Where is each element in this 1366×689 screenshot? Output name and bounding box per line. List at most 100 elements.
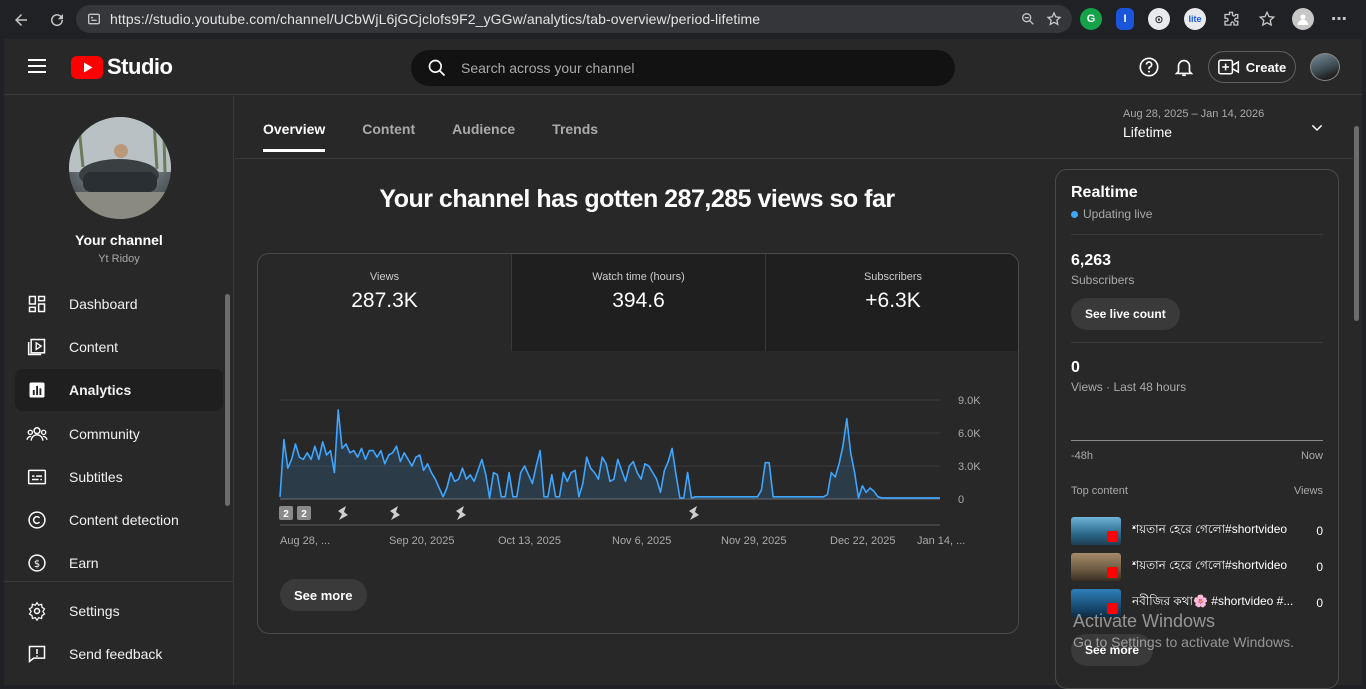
video-thumbnail — [1071, 517, 1121, 545]
metric-watch-time[interactable]: Watch time (hours) 394.6 — [512, 254, 766, 351]
date-range-selector[interactable]: Aug 28, 2025 – Jan 14, 2026 Lifetime — [1123, 108, 1264, 140]
analytics-tabs: Overview Content Audience Trends — [263, 121, 598, 152]
reload-icon[interactable] — [46, 9, 68, 31]
site-info-icon[interactable] — [86, 11, 102, 27]
shorts-marker-icon — [456, 506, 466, 520]
watermark-line2: Go to Settings to activate Windows. — [1073, 634, 1294, 650]
sidebar-item-label: Settings — [69, 603, 120, 619]
profile-icon[interactable] — [1292, 8, 1314, 30]
grammarly-extension-icon[interactable]: G — [1080, 8, 1102, 30]
shorts-marker-icon — [390, 506, 400, 520]
x-tick-label: Nov 29, 2025 — [721, 535, 786, 547]
sidebar-item-settings[interactable]: Settings — [15, 590, 223, 632]
menu-icon[interactable] — [28, 57, 48, 75]
sidebar-item-earn[interactable]: $ Earn — [15, 542, 223, 584]
help-icon[interactable] — [1137, 55, 1161, 79]
more-menu-icon[interactable]: ⋯ — [1331, 11, 1347, 28]
notifications-bell-icon[interactable] — [1172, 55, 1196, 79]
sidebar-item-label: Earn — [69, 555, 99, 571]
overview-card: Views 287.3K Watch time (hours) 394.6 Su… — [257, 253, 1019, 634]
extensions-puzzle-icon[interactable] — [1220, 8, 1242, 30]
realtime-see-more-button[interactable]: See more — [1071, 634, 1154, 666]
search-icon — [427, 58, 447, 78]
tab-audience[interactable]: Audience — [452, 121, 516, 137]
search-input[interactable]: Search across your channel — [461, 60, 635, 76]
create-video-icon — [1217, 59, 1239, 75]
channel-avatar[interactable] — [69, 117, 171, 219]
see-more-button[interactable]: See more — [280, 579, 367, 611]
url-text[interactable]: https://studio.youtube.com/channel/UCbWj… — [110, 11, 761, 27]
chevron-down-icon[interactable] — [1309, 120, 1325, 136]
create-button[interactable]: Create — [1208, 51, 1296, 83]
views-chart[interactable]: 9.0K 6.0K 3.0K 0 2 2 Aug 28, ... Sep 20, 2025 Oc… — [258, 384, 1018, 554]
x-tick-label: Dec 22, 2025 — [830, 535, 895, 547]
tab-content[interactable]: Content — [362, 121, 416, 137]
metric-subscribers[interactable]: Subscribers +6.3K — [766, 254, 1018, 351]
studio-logo[interactable]: Studio — [71, 54, 173, 80]
channel-title[interactable]: Your channel — [75, 232, 163, 248]
tab-overview[interactable]: Overview — [263, 121, 326, 152]
browser-toolbar: https://studio.youtube.com/channel/UCbWj… — [0, 0, 1366, 39]
logo-text: Studio — [107, 54, 173, 79]
list-item[interactable]: শয়তান হেরে গেলো#shortvideo 0 — [1071, 552, 1323, 582]
y-tick-label: 0 — [958, 494, 964, 506]
sidebar: Your channel Yt Ridoy Dashboard Content … — [4, 96, 234, 685]
zoom-icon[interactable] — [1020, 11, 1036, 27]
favorites-icon[interactable] — [1256, 8, 1278, 30]
realtime-card: Realtime Updating live 6,263 Subscribers… — [1055, 169, 1339, 689]
studio-header: Studio Search across your channel Create — [4, 39, 1362, 95]
sidebar-item-community[interactable]: Community — [15, 413, 223, 455]
sidebar-item-analytics[interactable]: Analytics — [15, 369, 223, 411]
sidebar-item-label: Analytics — [69, 382, 132, 398]
series-line — [279, 409, 940, 499]
main-scrollbar[interactable] — [1354, 126, 1359, 321]
extension-circle-icon[interactable]: ⊙ — [1148, 8, 1170, 30]
video-title: শয়তান হেরে গেলো#shortvideo — [1132, 522, 1288, 536]
see-live-count-button[interactable]: See live count — [1071, 298, 1180, 330]
back-icon[interactable] — [10, 9, 32, 31]
annotation-marker — [279, 506, 293, 520]
realtime-divider — [1071, 234, 1323, 235]
metric-label: Watch time (hours) — [592, 271, 685, 283]
sidebar-item-label: Send feedback — [69, 646, 163, 662]
tab-trends[interactable]: Trends — [552, 121, 599, 137]
metric-views[interactable]: Views 287.3K — [258, 254, 512, 351]
subscribers-count: 6,263 — [1071, 252, 1112, 269]
sidebar-scrollbar[interactable] — [225, 294, 230, 506]
video-views: 0 — [1316, 524, 1323, 538]
top-content-views-header: Views — [1293, 485, 1323, 497]
shorts-marker-icon — [338, 506, 348, 520]
list-item[interactable]: শয়তান হেরে গেলো#shortvideo 0 — [1071, 516, 1323, 546]
realtime-axis-start: -48h — [1071, 450, 1094, 462]
sidebar-item-content-detection[interactable]: Content detection — [15, 499, 223, 541]
sidebar-item-subtitles[interactable]: Subtitles — [15, 456, 223, 498]
svg-text:$: $ — [34, 559, 40, 570]
sidebar-item-label: Content — [69, 339, 119, 355]
x-tick-label: Aug 28, ... — [280, 535, 330, 547]
realtime-views-count: 0 — [1071, 359, 1080, 376]
address-bar[interactable]: https://studio.youtube.com/channel/UCbWj… — [76, 5, 1072, 33]
subscribers-label: Subscribers — [1071, 273, 1135, 287]
video-thumbnail — [1071, 553, 1121, 581]
list-item[interactable]: নবীজির কথা🌸 #shortvideo #... 0 — [1071, 588, 1323, 618]
extension-blue-icon[interactable]: I — [1116, 8, 1134, 30]
sidebar-item-send-feedback[interactable]: Send feedback — [15, 633, 223, 675]
settings-icon — [25, 599, 49, 623]
sidebar-item-content[interactable]: Content — [15, 326, 223, 368]
tabs-divider — [235, 158, 1353, 159]
metric-value: 394.6 — [612, 289, 665, 312]
realtime-views-label: Views · Last 48 hours — [1071, 380, 1187, 394]
realtime-axis-end: Now — [1300, 450, 1323, 462]
search-bar[interactable]: Search across your channel — [411, 50, 955, 86]
bookmark-star-icon[interactable] — [1046, 11, 1062, 27]
account-avatar[interactable] — [1310, 53, 1340, 81]
studio-app: Studio Search across your channel Create — [4, 39, 1362, 689]
sidebar-item-dashboard[interactable]: Dashboard — [15, 283, 223, 325]
youtube-logo-icon — [71, 55, 103, 79]
metric-label: Views — [369, 271, 400, 283]
analytics-main: Overview Content Audience Trends Aug 28,… — [235, 96, 1362, 689]
metric-value: 287.3K — [351, 289, 418, 312]
realtime-chart-baseline[interactable] — [1071, 440, 1323, 441]
extension-lite-icon[interactable]: lite — [1184, 8, 1206, 30]
channel-name: Yt Ridoy — [98, 253, 140, 265]
